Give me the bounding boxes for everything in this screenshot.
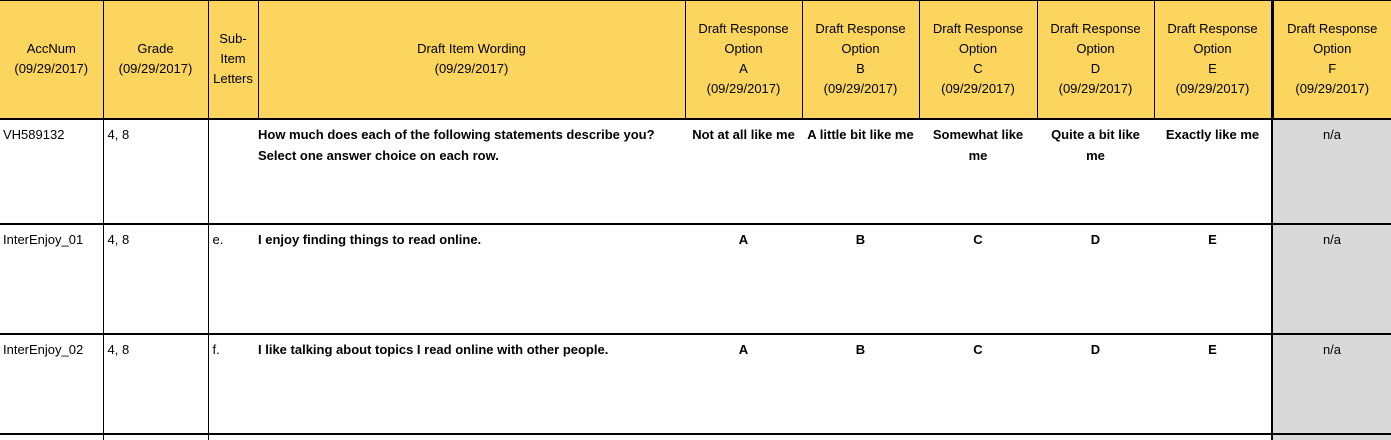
col-header-draft-item-wording[interactable]: Draft Item Wording (09/29/2017) [257,0,686,120]
cell-accnum[interactable]: VH589132 [0,118,104,225]
cell-option-e[interactable]: E [1154,223,1272,335]
cell-option-a[interactable]: Not at all like me [685,118,802,225]
cell-option-b[interactable]: B [802,223,919,335]
col-header-option-f[interactable]: Draft Response Option F (09/29/2017) [1270,0,1391,120]
cell-option-c[interactable]: Somewhat like me [919,118,1037,225]
table-row-partial [0,433,1391,440]
cell-item-wording[interactable]: I like talking about topics I read onlin… [258,333,685,435]
cell-option-d[interactable]: D [1037,223,1154,335]
cell-option-f-na[interactable]: n/a [1271,118,1391,225]
table-row-interenjoy-01: InterEnjoy_01 4, 8 e. I enjoy finding th… [0,223,1391,335]
col-header-option-e[interactable]: Draft Response Option E (09/29/2017) [1153,0,1273,120]
cell-option-e[interactable]: E [1154,333,1272,435]
cell-option-f-na[interactable] [1271,433,1391,440]
cell-accnum[interactable]: InterEnjoy_02 [0,333,104,435]
col-header-subitem-letters[interactable]: Sub- Item Letters [207,0,259,120]
cell-option-e[interactable]: Exactly like me [1154,118,1272,225]
col-header-option-b[interactable]: Draft Response Option B (09/29/2017) [801,0,920,120]
cell-subitem-letter[interactable] [208,118,258,225]
cell-accnum[interactable] [0,433,104,440]
cell-option-c[interactable]: C [919,333,1037,435]
cell-subitem-letter[interactable]: e. [208,223,258,335]
cell-option-b[interactable]: A little bit like me [802,118,919,225]
cell-option-d[interactable]: Quite a bit like me [1037,118,1154,225]
col-header-accnum[interactable]: AccNum (09/29/2017) [0,0,104,120]
cell-option-b[interactable]: B [802,333,919,435]
cell-option-a[interactable]: A [685,223,802,335]
col-header-option-a[interactable]: Draft Response Option A (09/29/2017) [684,0,803,120]
cell-option-c[interactable]: C [919,223,1037,335]
col-header-grade[interactable]: Grade (09/29/2017) [102,0,209,120]
col-header-option-c[interactable]: Draft Response Option C (09/29/2017) [918,0,1038,120]
cell-option-d[interactable]: D [1037,333,1154,435]
cell-option-f-na[interactable]: n/a [1271,223,1391,335]
cell-item-wording[interactable]: How much does each of the following stat… [258,118,685,225]
cell-option-a[interactable]: A [685,333,802,435]
cell-grade[interactable]: 4, 8 [103,333,209,435]
col-header-option-d[interactable]: Draft Response Option D (09/29/2017) [1036,0,1155,120]
table-row-interenjoy-02: InterEnjoy_02 4, 8 f. I like talking abo… [0,333,1391,435]
cell-grade[interactable]: 4, 8 [103,118,209,225]
cell-grade[interactable] [103,433,209,440]
cell-accnum[interactable]: InterEnjoy_01 [0,223,104,335]
cell-item-wording[interactable]: I enjoy finding things to read online. [258,223,685,335]
header-row: AccNum (09/29/2017) Grade (09/29/2017) S… [0,0,1391,120]
cell-subitem-letter[interactable]: f. [208,333,258,435]
table-row-stem: VH589132 4, 8 How much does each of the … [0,118,1391,225]
cell-option-f-na[interactable]: n/a [1271,333,1391,435]
cell-blank[interactable] [208,434,1272,440]
cell-grade[interactable]: 4, 8 [103,223,209,335]
